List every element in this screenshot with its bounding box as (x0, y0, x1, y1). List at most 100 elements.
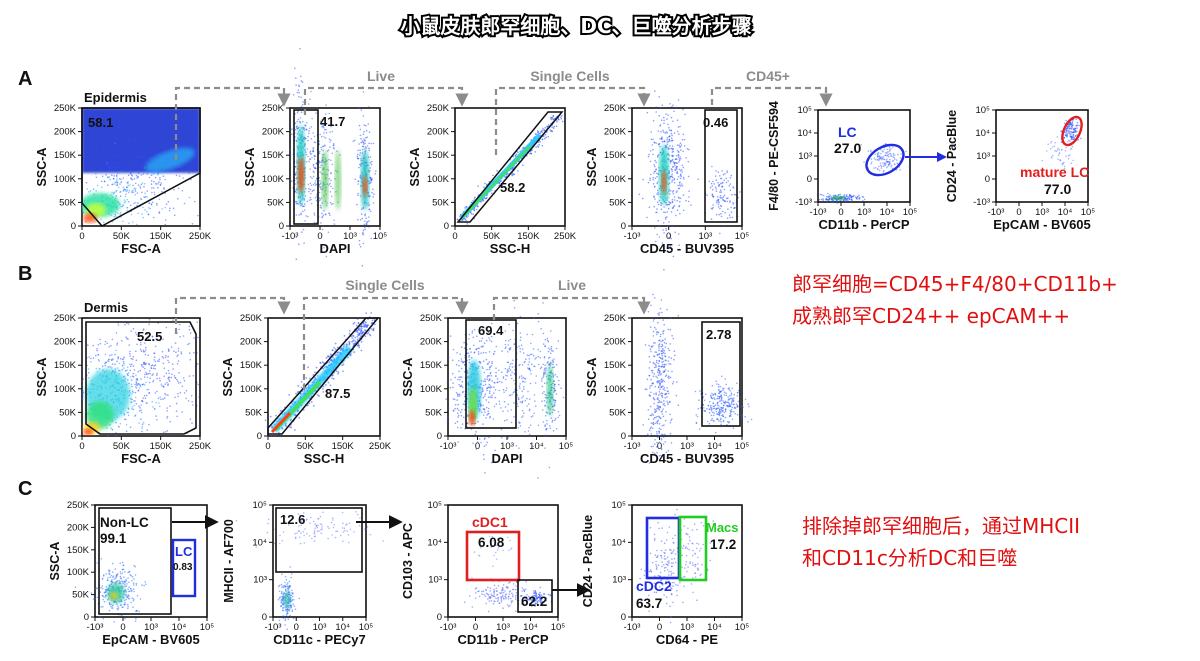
xtick-c1-2: 10³ (144, 622, 158, 633)
ytick-a3-3: 150K (427, 150, 450, 161)
ytick-b3-2: 100K (420, 384, 443, 395)
ytick-b1-1: 50K (59, 407, 77, 418)
flow-label-b-live: Live (558, 277, 586, 293)
gate-name-c4-cdc2: cDC2 (636, 578, 672, 594)
ytick-c3-2: 10⁴ (427, 537, 442, 548)
note-dc-exclusion: 排除掉郎罕细胞后，通过MHCII (802, 514, 1081, 538)
panel-letter-c: C (18, 478, 32, 500)
ytick-c4-0: 0 (621, 612, 626, 623)
ytick-b1-5: 250K (54, 313, 77, 324)
ylabel-b1: SSC-A (35, 358, 49, 397)
ytick-c2-0: 0 (262, 612, 267, 623)
xlabel-c3: CD11b - PerCP (457, 632, 548, 647)
ytick-a4-4: 200K (604, 127, 627, 138)
xlabel-a2: DAPI (319, 241, 350, 256)
gate-c2 (275, 507, 363, 573)
gate-value-c3-cdc1: 6.08 (478, 535, 505, 550)
ytick-a6-2: 10³ (976, 151, 990, 162)
xlabel-a5: CD11b - PerCP (818, 217, 909, 232)
xtick-b3-1: 0 (475, 441, 480, 452)
panel-letter-b: B (18, 263, 32, 285)
xlabel-a6: EpCAM - BV605 (993, 217, 1091, 232)
ytick-b2-1: 50K (245, 407, 263, 418)
ytick-a5-4: 10⁵ (797, 105, 812, 116)
ytick-b2-4: 200K (240, 337, 263, 348)
ytick-a5-2: 10³ (798, 151, 812, 162)
xtick-b4-4: 10⁵ (735, 441, 750, 452)
xtick-a6-4: 10⁵ (1081, 207, 1096, 218)
ytick-b1-3: 150K (54, 360, 77, 371)
xtick-b4-3: 10⁴ (707, 441, 722, 452)
ytick-b3-3: 150K (420, 360, 443, 371)
gate-c3-cd11b (517, 579, 553, 613)
ytick-a2-1: 50K (267, 197, 285, 208)
ytick-a3-5: 250K (427, 103, 450, 114)
ytick-a1-4: 200K (54, 127, 77, 138)
ytick-a1-1: 50K (59, 197, 77, 208)
plot-frame-a4 (631, 107, 743, 227)
flow-b1-b2 (174, 296, 291, 334)
ytick-c4-1: 10³ (612, 575, 626, 586)
note-mature-lc: 成熟郎罕CD24++ epCAM++ (792, 304, 1071, 328)
ytick-b1-2: 100K (54, 384, 77, 395)
ytick-c2-1: 10³ (253, 575, 267, 586)
xtick-a5-3: 10⁴ (880, 207, 895, 218)
ytick-a6-1: 0 (985, 174, 990, 185)
flow-b2-b3 (302, 296, 469, 390)
ylabel-c2: MHCII - AF700 (222, 519, 236, 603)
gate-name-a5: LC (838, 124, 857, 140)
xtick-c2-3: 10⁴ (335, 622, 350, 633)
xtick-b4-0: -10³ (624, 441, 641, 452)
ytick-c1-3: 150K (67, 545, 90, 556)
ytick-c2-2: 10⁴ (252, 537, 267, 548)
xtick-b3-4: 10⁵ (559, 441, 574, 452)
xtick-c1-1: 0 (120, 622, 125, 633)
ylabel-a3: SSC-A (408, 148, 422, 187)
gate-value-b1: 52.5 (137, 329, 162, 344)
ytick-c4-3: 10⁵ (611, 500, 626, 511)
ytick-a5-1: 0 (807, 174, 812, 185)
gate-c3-cdc1 (465, 530, 521, 582)
note-dc-macs: 和CD11c分析DC和巨噬 (802, 546, 1018, 570)
xtick-c4-4: 10⁵ (735, 622, 750, 633)
xtick-a3-1: 50K (483, 231, 501, 242)
ytick-b4-3: 150K (604, 360, 627, 371)
xtick-c4-2: 10³ (680, 622, 694, 633)
xtick-b2-0: 0 (265, 441, 270, 452)
ytick-a1-5: 250K (54, 103, 77, 114)
flow-label-b-single: Single Cells (345, 277, 425, 293)
ytick-b4-2: 100K (604, 384, 627, 395)
ytick-a3-0: 0 (444, 221, 449, 232)
xtick-b3-2: 10³ (500, 441, 514, 452)
xtick-a5-1: 0 (838, 207, 843, 218)
xtick-b1-3: 250K (189, 441, 212, 452)
xtick-c3-3: 10⁴ (523, 622, 538, 633)
gate-b2 (267, 317, 380, 435)
flow-label-a-live: Live (367, 68, 395, 84)
flow-a3-a4 (494, 86, 651, 155)
flow-label-a-cd45: CD45+ (746, 68, 790, 84)
ytick-b2-2: 100K (240, 384, 263, 395)
ytick-a1-0: 0 (71, 221, 76, 232)
xtick-c1-3: 10⁴ (172, 622, 187, 633)
gate-a6-mature-lc (1061, 115, 1083, 147)
xtick-c2-2: 10³ (313, 622, 327, 633)
xtick-c4-1: 0 (657, 622, 662, 633)
xtick-c3-1: 0 (473, 622, 478, 633)
flow-a2-a3 (303, 86, 469, 115)
gate-name-c1-non-lc: Non-LC (100, 515, 149, 530)
ylabel-a1: SSC-A (35, 148, 49, 187)
ytick-b4-0: 0 (621, 431, 626, 442)
gate-value-b2: 87.5 (325, 386, 350, 401)
gate-value-c3-cd11b: 62.2 (521, 594, 547, 609)
ylabel-a2: SSC-A (243, 148, 257, 187)
plot-a3: 0 50K 100K 150K 200K 250K 0 50K 150K 250K SSC-H SSC… (408, 103, 577, 256)
